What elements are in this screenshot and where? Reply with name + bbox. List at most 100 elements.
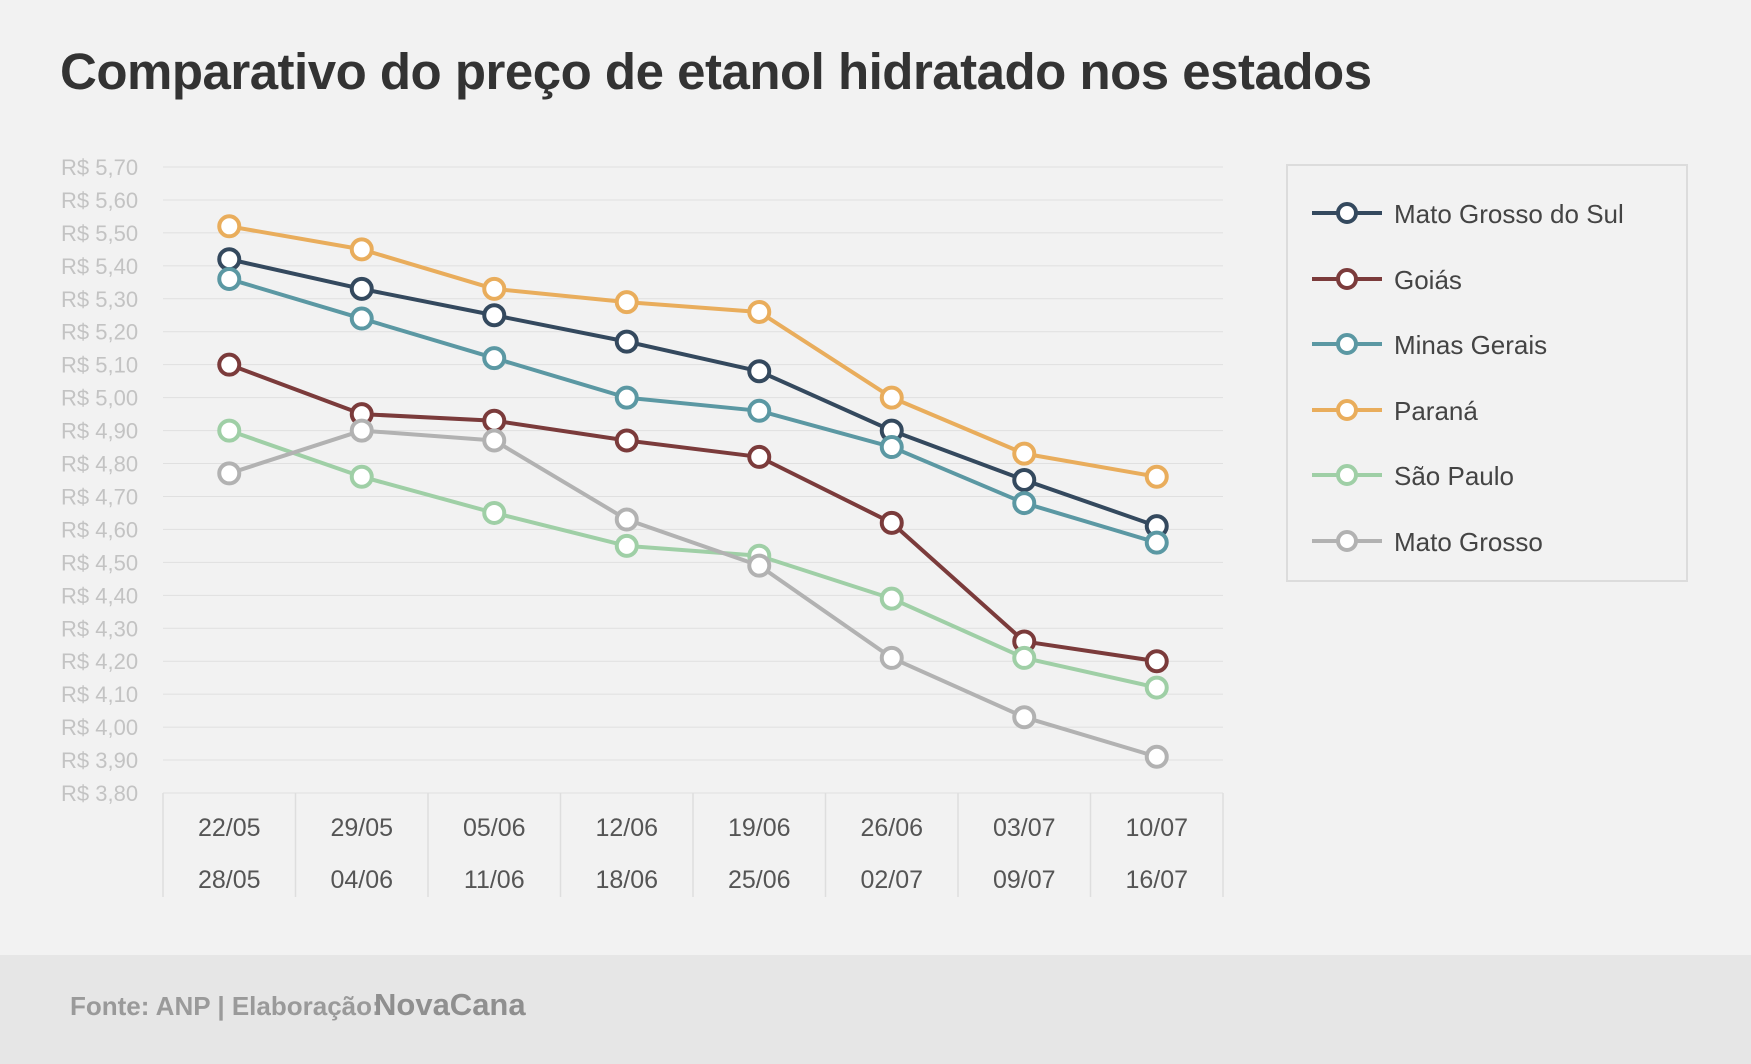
data-point xyxy=(747,359,772,384)
grid-lines xyxy=(163,166,1223,794)
data-point xyxy=(482,428,507,453)
data-point xyxy=(614,507,639,532)
series-line xyxy=(228,362,1158,664)
y-axis: R$ 3,80 R$ 3,90 R$ 4,00 R$ 4,10 R$ 4,20 R$ 4,… xyxy=(61,155,138,806)
data-point xyxy=(1144,744,1169,769)
chart-title: Comparativo do preço de etanol hidratado… xyxy=(60,43,1372,100)
data-point xyxy=(614,533,639,558)
data-point xyxy=(1012,441,1037,466)
data-point xyxy=(879,645,904,670)
y-tick-label: R$ 5,70 xyxy=(61,155,138,180)
data-point xyxy=(1012,705,1037,730)
legend-marker-icon xyxy=(1312,398,1382,421)
data-point xyxy=(217,461,242,486)
x-axis: 22/05 28/05 29/05 04/06 05/06 11/06 12/06 18/06… xyxy=(162,793,1224,897)
data-point xyxy=(217,418,242,443)
x-tick-label-end: 28/05 xyxy=(198,866,261,894)
legend-label: Mato Grosso xyxy=(1394,527,1543,557)
data-point xyxy=(482,276,507,301)
data-point xyxy=(614,290,639,315)
data-point xyxy=(217,214,242,239)
y-tick-label: R$ 4,60 xyxy=(61,517,138,542)
x-tick-label-start: 19/06 xyxy=(728,814,791,842)
legend-item: Mato Grosso do Sul xyxy=(1312,193,1682,233)
y-tick-label: R$ 3,80 xyxy=(61,781,138,806)
series-lines xyxy=(217,214,1169,769)
data-point xyxy=(614,385,639,410)
x-tick-label-end: 09/07 xyxy=(993,866,1056,894)
y-tick-label: R$ 4,40 xyxy=(61,583,138,608)
data-point xyxy=(747,299,772,324)
x-tick-label-start: 26/06 xyxy=(860,814,923,842)
y-tick-label: R$ 5,40 xyxy=(61,254,138,279)
series-parana xyxy=(217,214,1169,489)
legend-label: Paraná xyxy=(1394,395,1478,426)
y-tick-label: R$ 4,10 xyxy=(61,682,138,707)
series-line xyxy=(228,257,1158,529)
x-tick-label-start: 05/06 xyxy=(463,814,526,842)
footer-source: Fonte: ANP | Elaboração: xyxy=(70,991,381,1021)
series-minas-gerais xyxy=(217,267,1169,555)
x-tick-label-end: 18/06 xyxy=(595,866,658,894)
x-tick-label-start: 03/07 xyxy=(993,814,1056,842)
x-tick-label-start: 10/07 xyxy=(1125,814,1188,842)
x-tick-label-start: 22/05 xyxy=(198,814,261,842)
series-mato-grosso-do-sul xyxy=(217,247,1169,539)
y-tick-label: R$ 5,00 xyxy=(61,386,138,411)
x-tick-label-end: 25/06 xyxy=(728,866,791,894)
data-point xyxy=(747,398,772,423)
y-tick-label: R$ 4,90 xyxy=(61,419,138,444)
data-point xyxy=(1144,464,1169,489)
y-tick-label: R$ 4,80 xyxy=(61,452,138,477)
y-tick-label: R$ 5,30 xyxy=(61,287,138,312)
y-tick-label: R$ 4,30 xyxy=(61,616,138,641)
data-point xyxy=(482,500,507,525)
y-tick-label: R$ 5,50 xyxy=(61,221,138,246)
legend-marker-icon xyxy=(1312,333,1382,356)
x-tick-label-end: 16/07 xyxy=(1125,866,1188,894)
data-point xyxy=(1012,468,1037,492)
legend-marker-icon xyxy=(1312,202,1382,224)
data-point xyxy=(1144,649,1169,674)
data-point xyxy=(349,237,374,262)
data-point xyxy=(747,444,772,469)
series-mato-grosso xyxy=(217,418,1169,769)
x-tick-label-end: 02/07 xyxy=(860,866,923,894)
footer: Fonte: ANP | Elaboração: NovaCana xyxy=(0,955,1751,1064)
y-tick-label: R$ 4,70 xyxy=(61,484,138,509)
x-tick-label-end: 04/06 xyxy=(330,866,393,894)
data-point xyxy=(879,385,904,410)
y-tick-label: R$ 5,60 xyxy=(61,188,138,213)
series-line xyxy=(228,428,1158,759)
series-sao-paulo xyxy=(217,418,1169,700)
series-line xyxy=(228,277,1158,545)
data-point xyxy=(1012,491,1037,516)
legend-item: Minas Gerais xyxy=(1312,324,1682,364)
legend-label: Minas Gerais xyxy=(1394,330,1548,361)
y-tick-label: R$ 3,90 xyxy=(61,748,138,773)
data-point xyxy=(217,267,242,292)
legend-label: Goiás xyxy=(1394,264,1462,295)
legend-label: São Paulo xyxy=(1394,461,1514,492)
legend-item: Paraná xyxy=(1312,390,1682,430)
y-tick-label: R$ 4,00 xyxy=(61,715,138,740)
data-point xyxy=(614,329,639,354)
series-line xyxy=(228,224,1158,479)
y-tick-label: R$ 4,20 xyxy=(61,649,138,674)
data-point xyxy=(217,247,242,272)
y-tick-label: R$ 5,10 xyxy=(61,353,138,378)
legend-marker-icon xyxy=(1312,530,1382,552)
legend-item: Goiás xyxy=(1312,259,1682,299)
y-tick-label: R$ 5,20 xyxy=(61,320,138,345)
data-point xyxy=(879,435,904,460)
legend-label: Mato Grosso do Sul xyxy=(1394,199,1624,229)
data-point xyxy=(217,352,242,377)
data-point xyxy=(614,428,639,453)
data-point xyxy=(482,303,507,328)
data-point xyxy=(1144,530,1169,555)
legend: Mato Grosso do Sul Goiás Minas Gerais Paran… xyxy=(1286,164,1688,582)
data-point xyxy=(349,276,374,301)
data-point xyxy=(349,464,374,489)
legend-marker-icon xyxy=(1312,267,1382,290)
footer-brand-logo: NovaCana xyxy=(374,987,526,1022)
